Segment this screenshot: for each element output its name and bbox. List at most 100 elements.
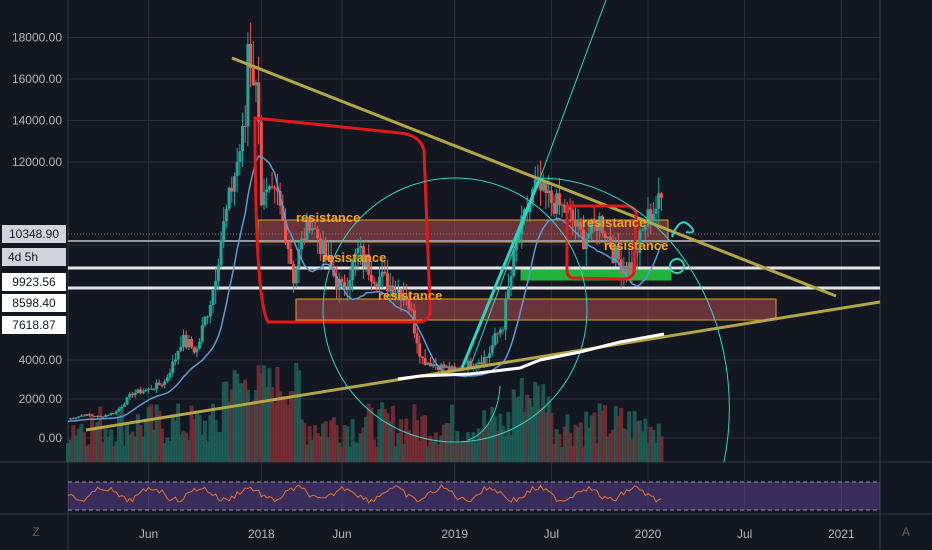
candle-body — [576, 221, 580, 227]
volume-bar — [296, 370, 301, 462]
zone-label: resistance — [582, 215, 646, 230]
volume-bar — [256, 365, 261, 462]
cyan-marker — [669, 258, 685, 274]
candle-body — [211, 290, 215, 306]
volume-bar — [294, 363, 299, 462]
volume-bar — [637, 420, 642, 462]
volume-bar — [356, 443, 360, 462]
lower-resistance-zone — [295, 298, 777, 321]
volume-bar — [600, 411, 605, 462]
volume-bar — [288, 391, 293, 462]
volume-bar — [514, 397, 519, 462]
candle-body — [625, 265, 629, 273]
volume-bar — [130, 431, 135, 462]
candle-body — [79, 415, 83, 417]
volume-bar — [243, 379, 248, 462]
volume-bar — [535, 385, 540, 462]
volume-bar — [380, 402, 385, 462]
volume-bar — [613, 406, 618, 462]
candle-body — [340, 279, 344, 283]
candle-body — [308, 217, 312, 231]
candle-body — [117, 408, 121, 412]
volume-bar — [122, 445, 127, 462]
volume-bar — [396, 433, 401, 462]
candle-body — [415, 333, 419, 344]
volume-bar — [608, 433, 613, 462]
volume-bar — [270, 387, 275, 462]
volume-bar — [629, 439, 634, 462]
volume-bar — [525, 394, 530, 462]
candle-body — [125, 397, 129, 405]
volume-bar — [468, 441, 473, 462]
volume-bar — [449, 404, 454, 462]
volume-bar — [439, 435, 444, 462]
volume-bar — [552, 443, 557, 462]
volume-bar — [216, 431, 221, 462]
volume-bar — [390, 405, 395, 462]
volume-bar — [533, 381, 538, 462]
candle-body — [544, 181, 548, 194]
candle-body — [611, 247, 615, 263]
y-tick-label: 20000.00 — [12, 0, 62, 3]
candle-body — [106, 415, 110, 417]
candle-body — [563, 204, 567, 213]
candle-body — [173, 359, 177, 362]
volume-bar — [417, 440, 422, 462]
volume-bar — [562, 426, 567, 462]
candle-body — [439, 364, 443, 371]
volume-bar — [646, 442, 650, 462]
candle-body — [198, 341, 202, 349]
candle-body — [431, 364, 435, 367]
candle-body — [353, 253, 357, 260]
y-tick-label: 0.00 — [39, 431, 63, 445]
candle-body — [87, 414, 91, 416]
candle-body — [549, 190, 553, 203]
volume-bar — [377, 409, 382, 462]
candle-body — [498, 329, 502, 334]
candle-body — [493, 333, 497, 346]
candle-body — [190, 339, 194, 348]
volume-bar — [202, 420, 207, 462]
volume-bar — [603, 405, 608, 462]
candle-body — [614, 245, 618, 263]
candle-body — [141, 391, 145, 394]
volume-bar — [428, 435, 433, 462]
candle-body — [383, 271, 387, 274]
candle-body — [232, 176, 236, 192]
candle-body — [643, 226, 647, 230]
candle-body — [659, 193, 663, 198]
candle-body — [112, 412, 116, 414]
candle-body — [122, 404, 126, 407]
volume-bar — [501, 426, 505, 462]
candle-body — [152, 389, 156, 391]
candle-body — [388, 285, 392, 292]
volume-bar — [267, 368, 272, 462]
volume-bar — [146, 407, 151, 462]
volume-bar — [509, 435, 514, 462]
volume-bar — [404, 418, 409, 462]
volume-bar — [458, 443, 463, 462]
candle-body — [423, 358, 427, 365]
candle-body — [560, 204, 564, 206]
volume-bar — [358, 433, 363, 462]
corner-label-right[interactable]: A — [902, 525, 910, 539]
volume-bar — [119, 408, 124, 462]
candle-body — [638, 230, 642, 253]
volume-bar — [221, 381, 226, 462]
volume-bar — [412, 404, 417, 462]
volume-bar — [219, 431, 224, 462]
volume-bar — [549, 412, 554, 462]
candle-body — [133, 392, 137, 396]
candle-body — [77, 416, 81, 418]
volume-bar — [76, 428, 81, 462]
candle-body — [622, 265, 626, 274]
candle-body — [539, 178, 543, 191]
candle-body — [512, 249, 516, 276]
candle-body — [321, 239, 325, 255]
corner-label-left[interactable]: Z — [32, 525, 39, 539]
candle-body — [93, 416, 97, 418]
candle-body — [574, 220, 577, 227]
volume-bar — [648, 426, 653, 462]
volume-bar — [436, 444, 441, 462]
